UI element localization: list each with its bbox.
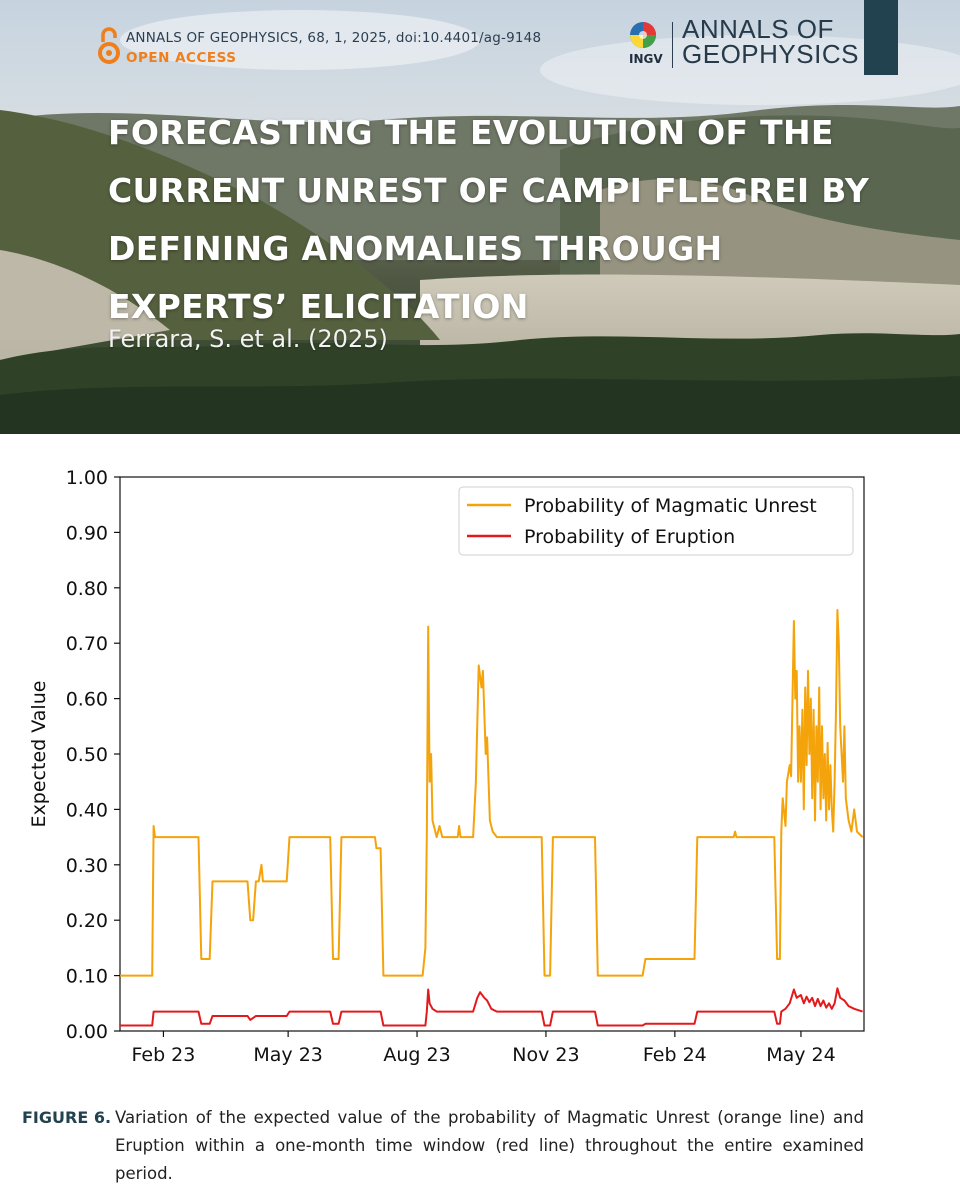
x-axis: Feb 23 May 23 Aug 23 Nov 23 Feb 24 May 24 (132, 1031, 836, 1066)
figure-label: FIGURE 6. (22, 1108, 112, 1127)
journal-citation: ANNALS OF GEOPHYSICS, 68, 1, 2025, doi:1… (126, 30, 542, 46)
figure-chart: 0.00 0.10 0.20 0.30 0.40 0.50 0.60 0.70 0.80 0.90… (0, 450, 960, 1090)
y-tick-label: 0.60 (66, 689, 108, 711)
series-line-magmatic-unrest (120, 609, 864, 977)
legend-label: Probability of Magmatic Unrest (524, 495, 817, 517)
corner-accent-block (864, 0, 898, 75)
journal-logo: ANNALS OF GEOPHYSICS (682, 14, 859, 69)
line-chart: 0.00 0.10 0.20 0.30 0.40 0.50 0.60 0.70 0.80 0.90… (28, 467, 865, 1066)
y-tick-label: 0.70 (66, 633, 108, 655)
y-tick-label: 1.00 (66, 467, 108, 489)
y-tick-label: 0.40 (66, 799, 108, 821)
y-tick-label: 0.80 (66, 578, 108, 600)
open-access-icon (96, 26, 122, 70)
x-tick-label: Aug 23 (383, 1044, 450, 1066)
y-tick-label: 0.30 (66, 855, 108, 877)
y-axis-label: Expected Value (28, 681, 50, 828)
legend-label: Probability of Eruption (524, 526, 735, 548)
x-tick-label: Feb 23 (132, 1044, 196, 1066)
figure-caption: FIGURE 6. Variation of the expected valu… (22, 1104, 864, 1188)
y-tick-label: 0.10 (66, 966, 108, 988)
series-layer (120, 609, 864, 1027)
cover-banner: ANNALS OF GEOPHYSICS, 68, 1, 2025, doi:1… (0, 0, 960, 434)
x-tick-label: May 24 (766, 1044, 836, 1066)
plot-area (119, 476, 865, 1032)
y-tick-label: 0.50 (66, 744, 108, 766)
journal-name-line1: ANNALS OF (682, 14, 834, 44)
series-line-eruption (120, 987, 863, 1027)
y-tick-label: 0.00 (66, 1021, 108, 1043)
y-tick-label: 0.90 (66, 522, 108, 544)
x-tick-label: May 23 (253, 1044, 323, 1066)
landscape-photo (0, 0, 960, 434)
open-access-label: OPEN ACCESS (126, 50, 237, 66)
paper-title: FORECASTING THE EVOLUTION OF THE CURRENT… (108, 113, 870, 326)
plot-frame (119, 476, 865, 1032)
journal-name-line2: GEOPHYSICS (682, 39, 859, 69)
y-axis: 0.00 0.10 0.20 0.30 0.40 0.50 0.60 0.70 0.80 0.90… (66, 467, 120, 1043)
y-tick-label: 0.20 (66, 910, 108, 932)
x-tick-label: Feb 24 (643, 1044, 707, 1066)
x-tick-label: Nov 23 (512, 1044, 579, 1066)
paper-authors: Ferrara, S. et al. (2025) (108, 325, 388, 353)
chart-legend: Probability of Magmatic Unrest Probabilit… (458, 486, 854, 556)
logo-divider (672, 22, 673, 68)
ingv-globe-icon (628, 20, 658, 54)
caption-text: Variation of the expected value of the p… (115, 1108, 864, 1183)
legend-box (458, 486, 854, 556)
publisher-name: INGV (629, 52, 663, 66)
